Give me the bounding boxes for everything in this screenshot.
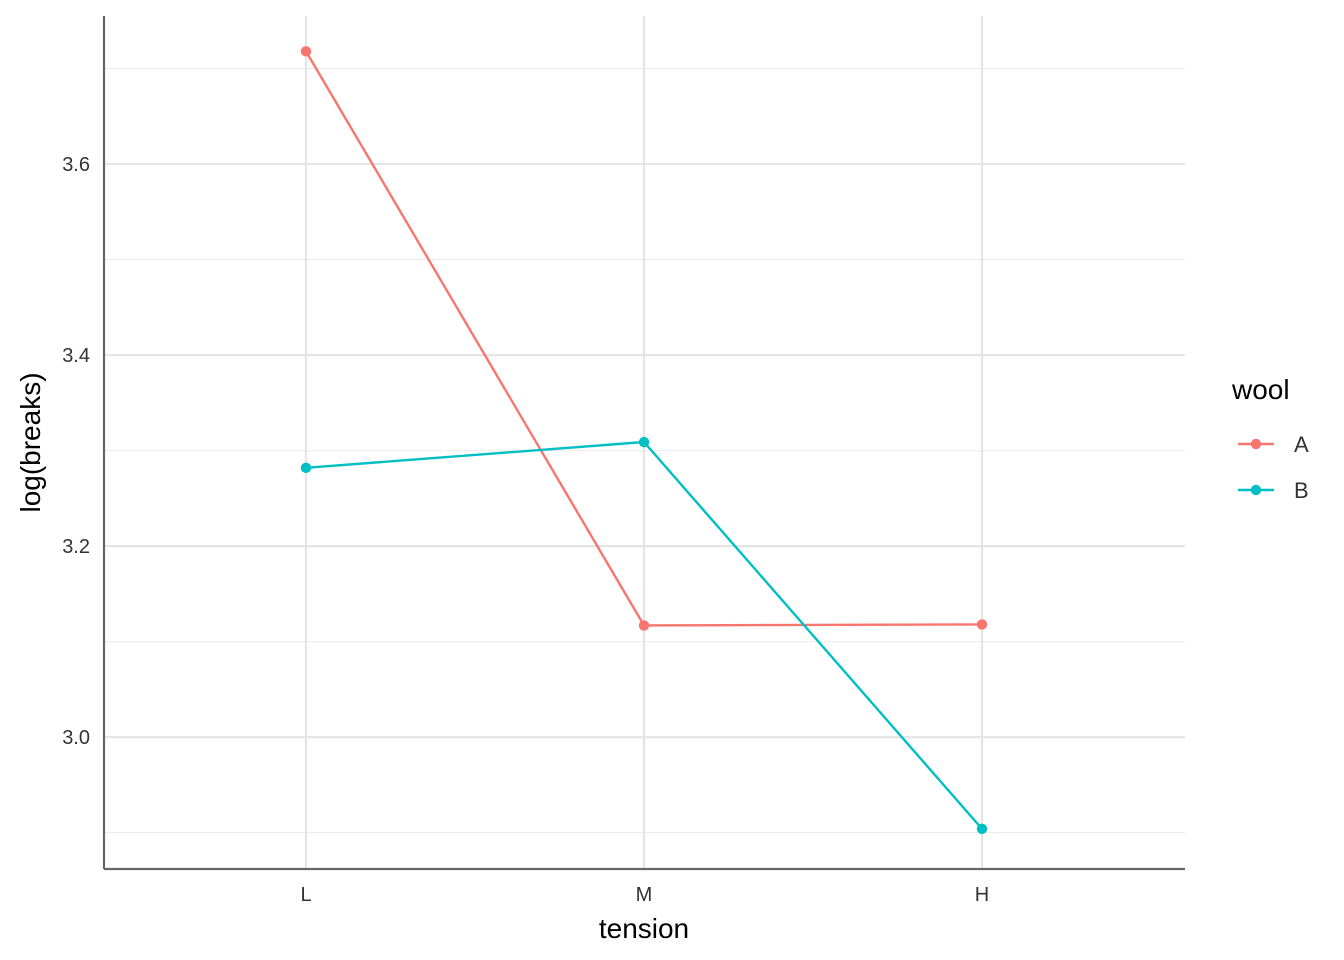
data-point-A (976, 619, 988, 630)
y-tick-labels: 3.0 3.2 3.4 3.6 (62, 154, 90, 749)
major-gridlines (104, 16, 1185, 869)
data-point-B (638, 436, 650, 448)
y-tick-label: 3.4 (62, 345, 90, 367)
y-tick-label: 3.2 (62, 536, 90, 558)
legend-title: wool (1231, 374, 1290, 405)
legend-key-point-B (1250, 484, 1262, 496)
legend-label-A: A (1294, 432, 1309, 457)
y-tick-label: 3.0 (62, 727, 90, 749)
legend: wool AB (1231, 374, 1309, 503)
data-point-B (300, 462, 312, 474)
x-tick-label: L (300, 884, 311, 906)
series-layer (300, 46, 988, 835)
legend-key-point-A (1250, 438, 1262, 450)
y-axis-title: log(breaks) (15, 372, 46, 512)
data-point-A (638, 620, 650, 631)
legend-label-B: B (1294, 478, 1309, 503)
data-point-A (300, 46, 312, 57)
x-tick-label: H (975, 884, 989, 906)
x-axis-title: tension (599, 913, 689, 944)
y-tick-label: 3.6 (62, 154, 90, 176)
x-tick-label: M (636, 884, 653, 906)
data-point-B (976, 823, 988, 835)
